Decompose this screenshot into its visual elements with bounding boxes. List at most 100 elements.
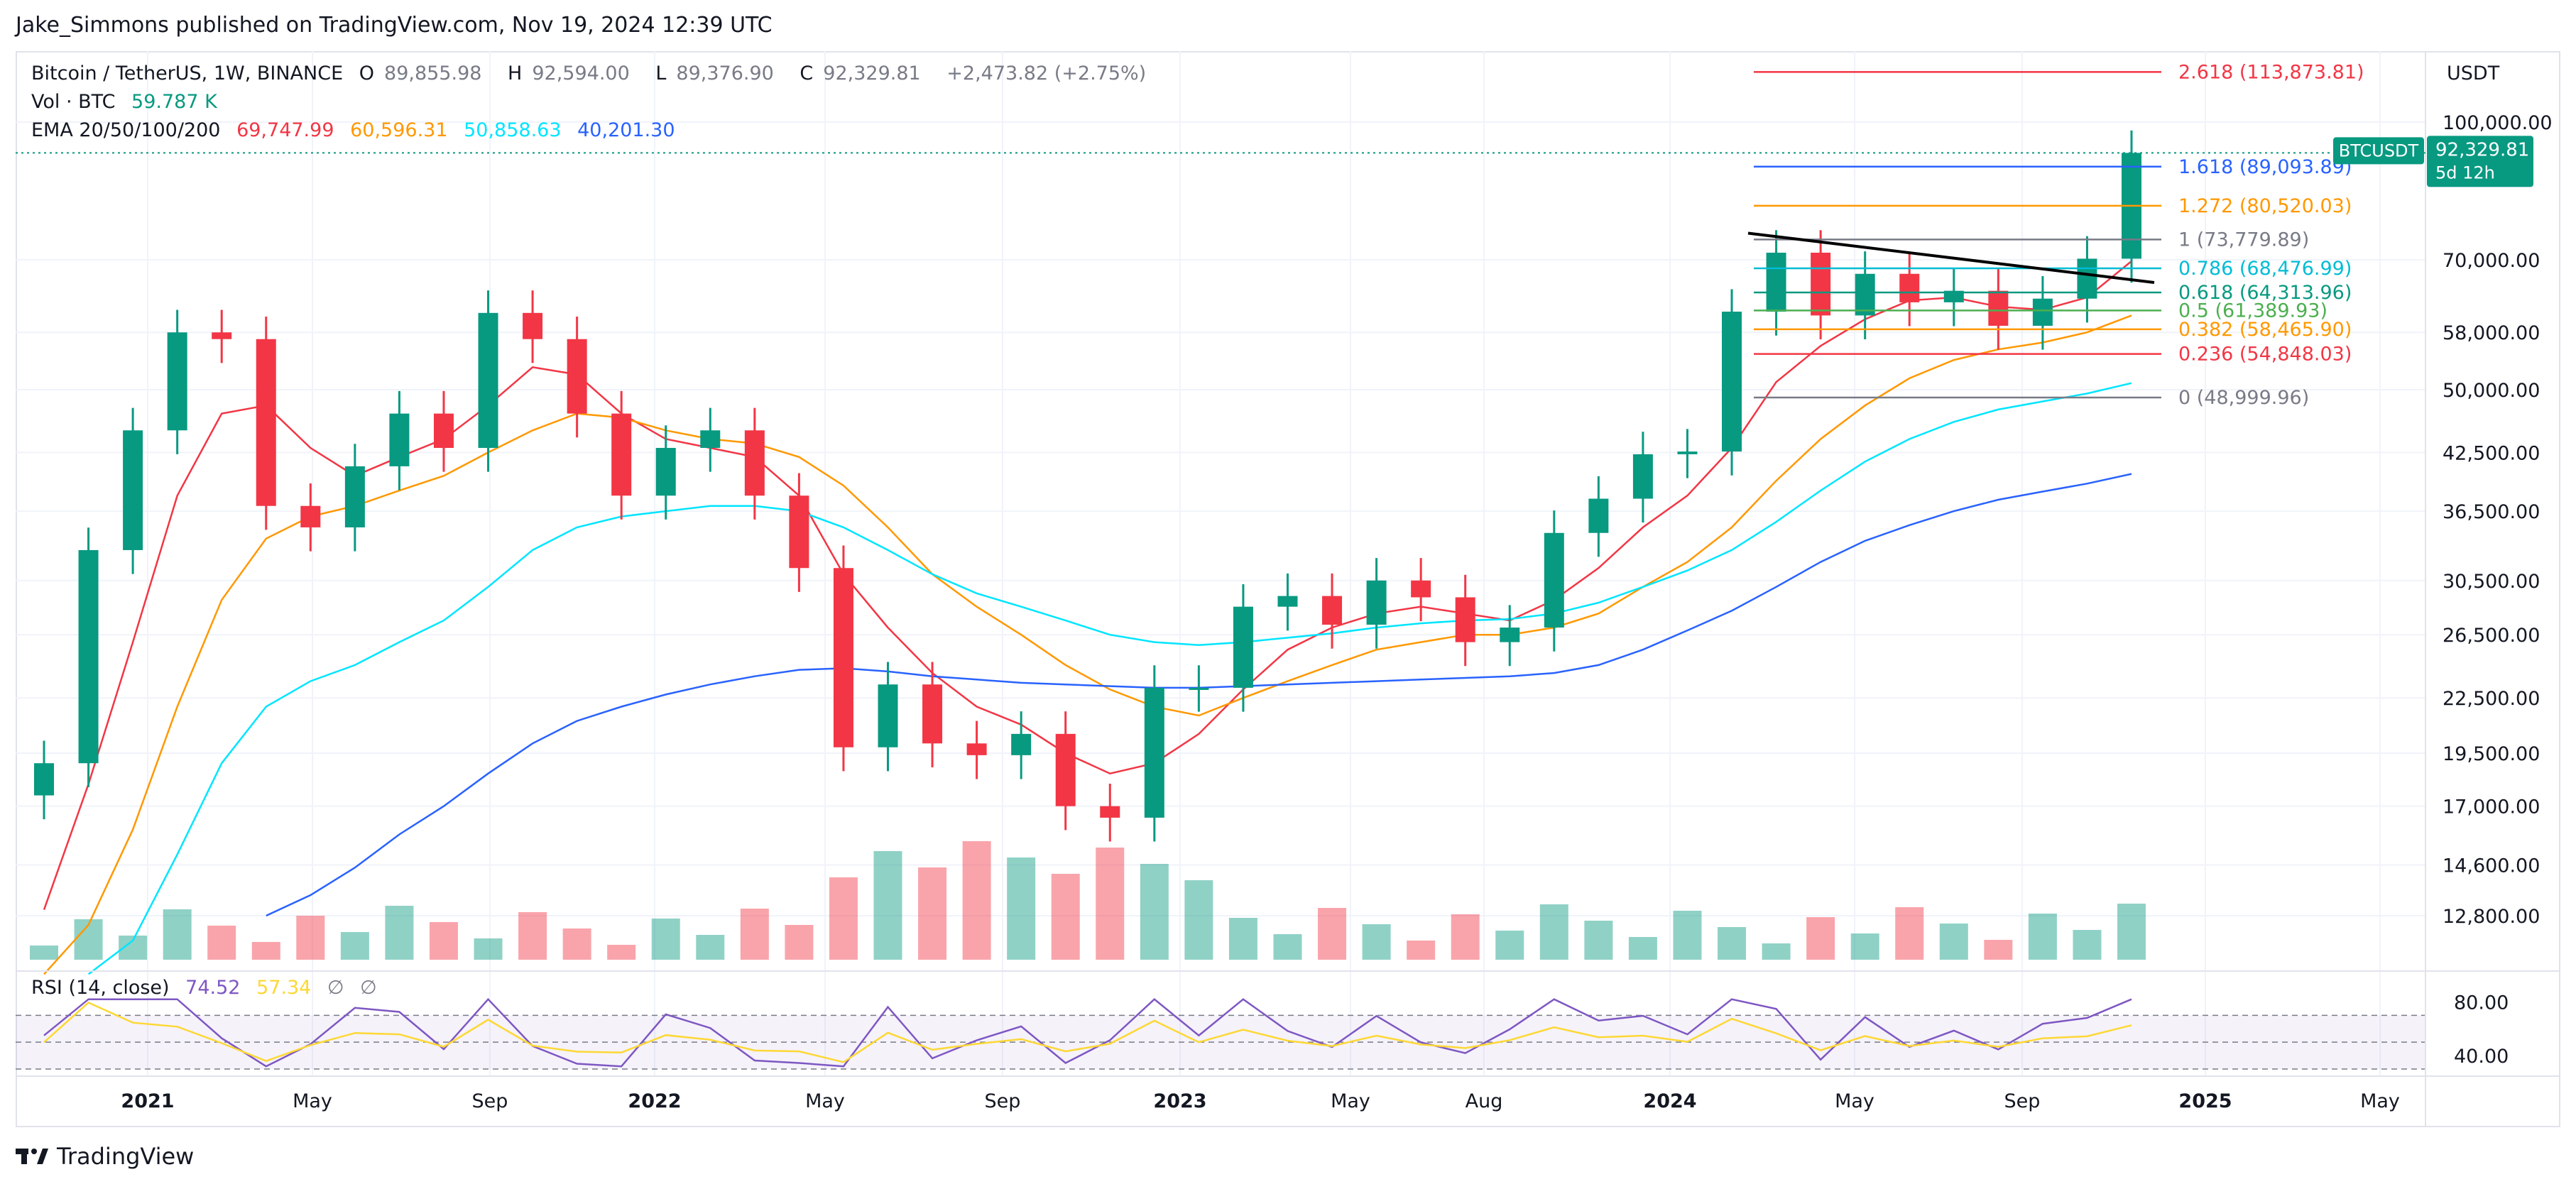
- chart-svg[interactable]: 2.618 (113,873.81) 1.618 (89,093.89) 1.272…: [16, 51, 2560, 1127]
- volume-bar: [873, 851, 902, 960]
- candle-body: [433, 413, 454, 448]
- candle-body: [1366, 580, 1387, 625]
- candle-body: [34, 763, 54, 796]
- footer: TradingView: [16, 1143, 194, 1170]
- fib-level-label: 0.786 (68,476.99): [2178, 258, 2352, 280]
- volume-bar: [1673, 911, 1702, 960]
- chart-frame: [16, 51, 2560, 1127]
- candle-body: [1766, 252, 1786, 312]
- volume-bar: [829, 877, 858, 960]
- time-tick-label: May: [1835, 1090, 1874, 1112]
- time-tick-label: 2021: [121, 1090, 174, 1112]
- candle-body: [1455, 597, 1475, 642]
- volume-bar: [1318, 908, 1347, 960]
- volume-bar: [1362, 924, 1391, 960]
- price-tick-label: 50,000.00: [2443, 380, 2540, 402]
- fib-level-label: 1 (73,779.89): [2178, 229, 2309, 251]
- volume-label[interactable]: Vol · BTC: [31, 91, 116, 113]
- candle-body: [478, 312, 498, 448]
- candle-body: [1011, 733, 1032, 755]
- volume-bar: [918, 867, 947, 960]
- candle-body: [833, 568, 853, 747]
- ema-label[interactable]: EMA 20/50/100/200: [31, 119, 221, 141]
- volume-bar: [251, 942, 280, 960]
- candle-body: [966, 743, 987, 755]
- price-tick-label: 22,500.00: [2443, 688, 2540, 710]
- axes: 100,000.00 70,000.00 58,000.00 50,000.00 42,…: [16, 51, 2560, 1127]
- volume-bar: [1140, 864, 1169, 960]
- price-tick-label: 14,600.00: [2443, 855, 2540, 877]
- candle-body: [1855, 273, 1875, 316]
- volume-bar: [1051, 874, 1080, 960]
- fib-level-label: 0.382 (58,465.90): [2178, 319, 2352, 341]
- rsi-tick-label: 80.00: [2454, 992, 2509, 1014]
- candle-body: [389, 413, 410, 466]
- symbol-title[interactable]: Bitcoin / TetherUS, 1W, BINANCE: [31, 62, 344, 84]
- ema-line-ema-100: [87, 382, 2132, 975]
- volume-bar: [1451, 914, 1480, 960]
- legend-row-1: Bitcoin / TetherUS, 1W, BINANCE O 89,855.…: [31, 62, 1156, 84]
- volume-bar: [429, 922, 458, 960]
- rsi-label[interactable]: RSI (14, close): [31, 977, 170, 999]
- ohlc-open: O 89,855.98: [359, 62, 482, 84]
- volume-bar: [1806, 917, 1835, 960]
- candle-body: [1500, 628, 1520, 642]
- candle-body: [1588, 498, 1609, 533]
- volume-bar: [1718, 927, 1747, 960]
- candle-body: [567, 339, 587, 414]
- volume-bar: [296, 916, 325, 960]
- rsi-na-1: ∅: [327, 977, 344, 999]
- volume-bar: [562, 928, 591, 960]
- candle-body: [1544, 532, 1564, 628]
- resistance-trendline: [1747, 231, 2155, 284]
- candle-body: [700, 430, 721, 448]
- volume-bar: [1273, 934, 1302, 960]
- ohlc-low: L 89,376.90: [655, 62, 774, 84]
- volume-bar: [1184, 880, 1213, 960]
- candle-body: [212, 332, 232, 339]
- volume-bar: [1984, 940, 2013, 960]
- volume-bar: [1495, 931, 1524, 960]
- price-tick-label: 100,000.00: [2443, 112, 2553, 134]
- legend-row-2: Vol · BTC 59.787 K: [31, 91, 227, 113]
- volume-bar: [1628, 937, 1657, 960]
- price-tick-label: 19,500.00: [2443, 743, 2540, 765]
- volume-bar: [651, 919, 680, 960]
- legend-rsi: RSI (14, close) 74.52 57.34 ∅ ∅: [31, 977, 387, 999]
- volume-bar: [1584, 921, 1613, 960]
- candle-body: [1055, 733, 1076, 806]
- candle-body: [1943, 290, 1964, 302]
- candle-body: [523, 312, 543, 339]
- candle-body: [789, 495, 809, 569]
- candle-body: [78, 549, 99, 764]
- last-price-symbol: BTCUSDT: [2339, 141, 2419, 160]
- candle-body: [1100, 806, 1120, 818]
- rsi-ma-line: [43, 1001, 2132, 1063]
- fibonacci-levels: 2.618 (113,873.81) 1.618 (89,093.89) 1.272…: [1754, 61, 2364, 409]
- fib-level-label: 0.236 (54,848.03): [2178, 344, 2352, 366]
- fib-level-label: 0 (48,999.96): [2178, 387, 2309, 409]
- ema-20-value: 69,747.99: [236, 119, 334, 141]
- ema-200-value: 40,201.30: [577, 119, 675, 141]
- last-price-box: [2427, 136, 2533, 187]
- time-tick-label: 2025: [2178, 1090, 2232, 1112]
- volume-bar: [785, 925, 814, 960]
- volume-value: 59.787 K: [131, 91, 217, 113]
- candle-body: [1411, 580, 1431, 598]
- last-price-value: 92,329.81: [2435, 139, 2529, 160]
- ohlc-change: +2,473.82 (+2.75%): [946, 62, 1147, 84]
- volume-bar: [1096, 848, 1125, 960]
- rsi-pane: [16, 997, 2425, 1070]
- candle-body: [1677, 451, 1698, 454]
- time-tick-label: 2024: [1643, 1090, 1696, 1112]
- last-price-symbol-box: [2333, 137, 2424, 165]
- volume-bar: [2117, 904, 2146, 960]
- price-tick-label: 42,500.00: [2443, 442, 2540, 464]
- candle-body: [1632, 454, 1653, 499]
- volume-bar: [962, 841, 991, 960]
- candle-body: [1899, 273, 1920, 302]
- candle-body: [1189, 687, 1209, 690]
- footer-brand: TradingView: [57, 1143, 195, 1170]
- volume-bar: [1895, 907, 1924, 960]
- rsi-na-2: ∅: [360, 977, 377, 999]
